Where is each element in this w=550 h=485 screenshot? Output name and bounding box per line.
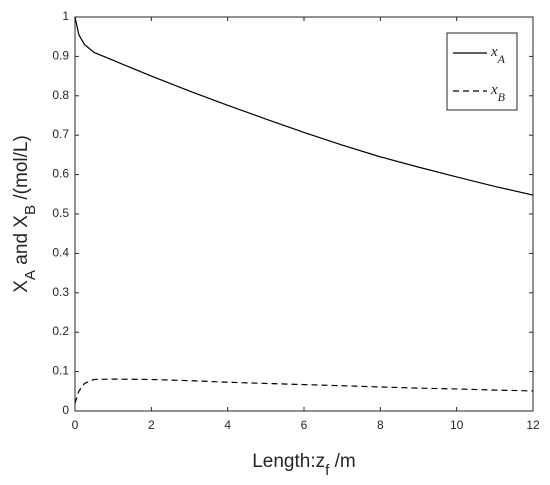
y-axis-label: XA and XB /(mol/L) (11, 135, 39, 293)
y-tick-label: 0.9 (52, 49, 69, 63)
x-axis-label: Length:zf /m (252, 451, 356, 479)
legend-label: xB (490, 82, 506, 103)
series-line (74, 378, 534, 404)
y-tick-label: 0.3 (52, 285, 69, 299)
x-tick-label: 10 (450, 418, 464, 432)
y-tick-label: 0 (62, 403, 69, 417)
y-tick-label: 0.8 (52, 88, 69, 102)
x-tick-label: 2 (148, 418, 155, 432)
y-tick-label: 1 (62, 9, 69, 23)
x-tick-label: 12 (526, 418, 540, 432)
y-tick-label: 0.7 (52, 127, 69, 141)
y-tick-label: 0.4 (52, 246, 69, 260)
y-tick-label: 0.6 (52, 167, 69, 181)
y-tick-label: 0.1 (52, 364, 69, 378)
series-line (74, 16, 534, 196)
y-tick-label: 0.5 (52, 206, 69, 220)
legend-label: xA (490, 44, 506, 65)
legend-box (446, 32, 518, 111)
x-tick-label: 4 (224, 418, 231, 432)
x-tick-label: 0 (72, 418, 79, 432)
x-tick-label: 8 (377, 418, 384, 432)
x-tick-label: 6 (301, 418, 308, 432)
y-tick-label: 0.2 (52, 324, 69, 338)
